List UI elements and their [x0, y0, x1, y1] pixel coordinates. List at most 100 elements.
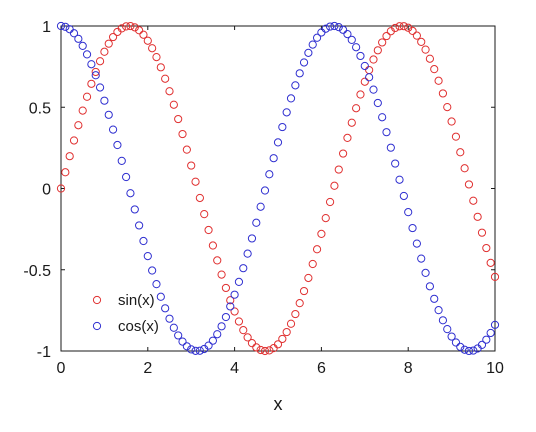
data-point: [104, 39, 113, 48]
data-point: [330, 21, 339, 31]
data-point: [195, 346, 204, 355]
data-point: [399, 22, 408, 31]
data-point: [456, 148, 465, 157]
data-point: [122, 172, 131, 182]
data-point: [161, 304, 170, 313]
data-point: [369, 55, 378, 64]
data-point: [208, 336, 217, 345]
data-point: [299, 286, 309, 296]
data-point: [243, 249, 252, 258]
series-cos: [56, 21, 500, 356]
data-point: [317, 229, 326, 239]
data-point: [347, 35, 356, 45]
data-point: [191, 346, 200, 355]
data-point: [156, 63, 165, 72]
data-point: [334, 165, 343, 174]
data-point: [230, 290, 239, 299]
data-point: [273, 340, 283, 349]
data-point: [395, 175, 404, 184]
data-point: [65, 152, 74, 161]
data-point: [143, 36, 152, 45]
data-point: [278, 334, 287, 344]
data-point: [100, 47, 109, 56]
data-point: [74, 121, 83, 130]
data-point: [126, 21, 135, 31]
data-point: [208, 241, 217, 250]
x-tick-label: 0: [57, 360, 66, 377]
data-point: [200, 210, 209, 219]
data-point: [286, 319, 296, 328]
x-tick-label: 2: [143, 360, 152, 377]
data-point: [239, 264, 248, 273]
data-point: [477, 340, 487, 349]
data-point: [291, 81, 300, 90]
data-point: [139, 30, 148, 39]
data-point: [352, 104, 361, 113]
data-point: [369, 85, 378, 94]
y-tick-label: -1: [37, 344, 51, 361]
data-point: [282, 108, 291, 117]
data-point: [217, 270, 226, 279]
data-point: [91, 67, 100, 77]
data-point: [165, 314, 174, 323]
data-point: [156, 292, 165, 301]
data-point: [213, 330, 222, 339]
data-point: [399, 191, 408, 201]
data-point: [100, 96, 109, 105]
data-point: [135, 26, 144, 35]
data-point: [217, 322, 226, 331]
data-point: [365, 73, 374, 82]
data-point: [443, 102, 452, 112]
data-point: [256, 202, 265, 211]
data-point: [130, 205, 139, 214]
data-point: [148, 266, 157, 275]
data-point: [486, 258, 495, 267]
data-point: [108, 125, 118, 134]
data-point: [434, 306, 443, 315]
data-point: [365, 65, 374, 75]
data-point: [230, 307, 239, 316]
data-point: [395, 22, 404, 31]
data-point: [82, 92, 92, 101]
data-point: [178, 129, 187, 139]
data-point: [473, 212, 482, 221]
data-point: [191, 177, 200, 186]
data-point: [451, 338, 461, 347]
data-point: [343, 29, 352, 39]
data-point: [265, 346, 274, 355]
data-point: [304, 273, 313, 283]
data-point: [226, 302, 235, 311]
data-point: [421, 45, 430, 54]
data-point: [347, 118, 356, 127]
data-point: [122, 22, 131, 31]
data-point: [239, 326, 248, 335]
y-tick-label: 1: [42, 19, 51, 36]
data-point: [91, 71, 100, 80]
data-point: [308, 259, 317, 269]
data-point: [391, 23, 400, 33]
data-point: [269, 154, 278, 163]
data-point: [291, 309, 300, 319]
data-point: [260, 346, 270, 356]
data-point: [434, 76, 443, 85]
data-point: [325, 22, 335, 31]
data-point: [308, 40, 317, 49]
data-point: [61, 22, 70, 31]
data-point: [417, 254, 426, 263]
legend-label: cos(x): [118, 318, 159, 335]
data-point: [204, 225, 213, 235]
data-point: [417, 37, 426, 46]
data-point: [339, 149, 348, 158]
data-point: [425, 54, 434, 63]
data-point: [234, 317, 244, 326]
data-point: [469, 196, 478, 205]
data-point: [221, 283, 231, 293]
data-point: [182, 145, 191, 154]
data-point: [490, 272, 500, 281]
data-point: [360, 61, 369, 71]
data-point: [382, 128, 391, 137]
data-point: [174, 114, 183, 124]
data-point: [382, 31, 391, 41]
data-point: [321, 24, 330, 33]
data-point: [460, 345, 469, 354]
